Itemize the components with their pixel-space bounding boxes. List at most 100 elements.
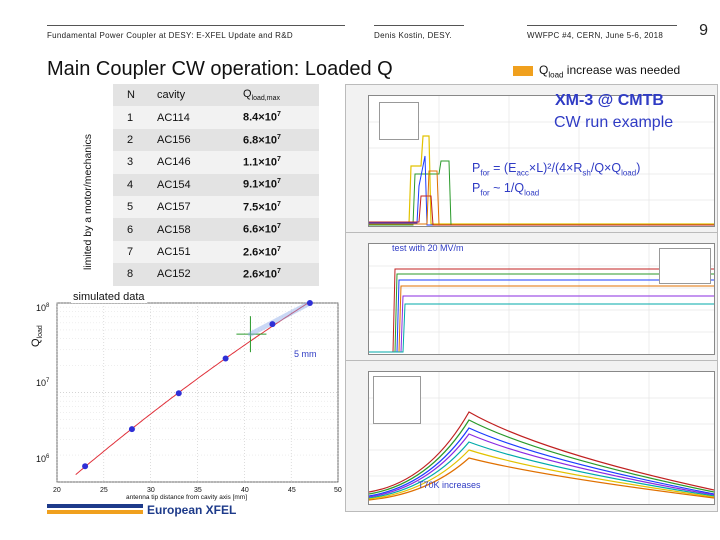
row-qload: 1.1×107 [243, 151, 319, 173]
xfel-logo-text: European XFEL [147, 503, 237, 517]
temperature-panel [345, 360, 718, 512]
pfor2-a-sub: for [480, 188, 490, 198]
table-row: 7 AC151 2.6×107 [113, 240, 319, 264]
row-cavity: AC156 [157, 133, 191, 146]
header-left-text: Fundamental Power Coupler at DESY: E-XFE… [47, 31, 293, 40]
row-q-mant: 2.6×10 [243, 268, 277, 281]
row-q-mant: 7.5×10 [243, 201, 277, 214]
table-row: 2 AC156 6.8×107 [113, 128, 319, 152]
row-q-mant: 6.6×10 [243, 223, 277, 236]
header-middle-text: Denis Kostin, DESY. [374, 31, 453, 40]
qload-increase-note: Qload increase was needed [513, 63, 680, 79]
xtick: 45 [288, 487, 296, 494]
row-n: 1 [127, 111, 134, 124]
qinc-prefix: Q [539, 63, 549, 77]
row-cavity: AC151 [157, 245, 191, 258]
pfor-b: = (E [489, 161, 517, 175]
row-cavity: AC114 [157, 111, 190, 124]
xtick: 30 [147, 487, 155, 494]
data-point [222, 355, 229, 362]
pfor-b-sub: acc [516, 168, 529, 178]
row-cavity: AC152 [157, 268, 191, 281]
row-cavity: AC154 [157, 178, 191, 191]
simulated-data-label: simulated data [71, 291, 147, 303]
t70k-label: T70K increases [418, 480, 481, 490]
sim-xlabel: antenna tip distance from cavity axis [m… [126, 494, 248, 501]
pfor-d-sub: load [621, 168, 637, 178]
fit-curve [75, 302, 308, 475]
sim-ylabel: Qload [30, 325, 44, 347]
data-point [128, 426, 135, 433]
forward-power-panel [345, 84, 718, 234]
cavity-field-plot [368, 243, 715, 355]
row-q-exp: 7 [276, 245, 281, 253]
ytick-1e6: 106 [36, 454, 49, 464]
xfel-logo [47, 502, 147, 516]
cavity-field-legend [659, 248, 711, 284]
qinc-sub: load [548, 70, 564, 80]
xtick: 35 [194, 487, 202, 494]
data-point [306, 300, 313, 306]
row-q-exp: 7 [276, 111, 281, 119]
ytick-1e8: 108 [36, 303, 49, 313]
pfor-a: P [472, 161, 481, 175]
pfor-c-sub: sh [582, 168, 591, 178]
pfor-e: ) [636, 161, 641, 175]
row-n: 5 [127, 201, 134, 214]
data-point [82, 463, 89, 470]
row-q-exp: 7 [276, 200, 281, 208]
page-number: 9 [699, 22, 708, 39]
orange-marker-icon [513, 65, 533, 76]
five-mm-arrow [247, 300, 313, 337]
header-q: Q [243, 88, 252, 101]
temperature-plot [368, 371, 715, 505]
ytick-base: 10 [36, 303, 47, 313]
table-row: 4 AC154 9.1×107 [113, 173, 319, 196]
five-mm-label: 5 mm [294, 349, 317, 359]
row-q-mant: 1.1×10 [243, 156, 277, 169]
header-cavity: cavity [157, 89, 186, 102]
pfor2-b-sub: load [524, 188, 540, 198]
ytick-base: 10 [36, 378, 47, 388]
header-qload: Qload,max [243, 84, 319, 106]
pfor-c: ×L)²/(4×R [528, 161, 583, 175]
temperature-legend [373, 376, 421, 424]
pfor-a-sub: for [480, 168, 490, 178]
table-row: 5 AC157 7.5×107 [113, 195, 319, 219]
xtick: 20 [53, 487, 61, 494]
row-qload: 2.6×107 [243, 263, 319, 285]
ytick-1e7: 107 [36, 378, 49, 388]
row-q-exp: 7 [276, 223, 281, 231]
pfor-formula: Pfor = (Eacc×L)²/(4×Rsh/Q×Qload) [472, 161, 640, 178]
table-row: 1 AC114 8.4×107 [113, 106, 319, 129]
temperature-traces [368, 372, 715, 504]
row-n: 3 [127, 156, 134, 169]
header-right-text: WWFPC #4, CERN, June 5-6, 2018 [527, 31, 664, 40]
row-qload: 6.6×107 [243, 218, 319, 240]
xm3-label: XM-3 @ CMTB [555, 92, 664, 109]
header-rule-right [527, 25, 677, 26]
row-q-mant: 9.1×10 [243, 179, 277, 192]
table-row: 8 AC152 2.6×107 [113, 263, 319, 286]
row-cavity: AC157 [157, 201, 191, 214]
row-qload: 9.1×107 [243, 174, 319, 196]
pfor2-b: ~ 1/Q [489, 181, 525, 195]
sim-chart-svg [56, 300, 339, 483]
ytick-exp: 8 [46, 303, 50, 309]
cavity-field-traces [369, 244, 714, 354]
row-q-exp: 7 [276, 156, 281, 164]
row-q-exp: 7 [276, 178, 281, 186]
row-n: 7 [127, 245, 134, 258]
page-title: Main Coupler CW operation: Loaded Q [47, 58, 393, 80]
row-n: 4 [127, 178, 134, 191]
ytick-exp: 6 [46, 454, 50, 460]
row-q-exp: 7 [276, 267, 281, 275]
header-q-sub: load,max [251, 95, 280, 103]
forward-power-plot [368, 95, 715, 227]
row-n: 2 [127, 133, 134, 146]
xtick: 50 [334, 487, 342, 494]
row-q-mant: 6.8×10 [243, 134, 277, 147]
header-n: N [127, 89, 135, 102]
forward-power-traces [369, 96, 714, 226]
row-n: 8 [127, 268, 134, 281]
